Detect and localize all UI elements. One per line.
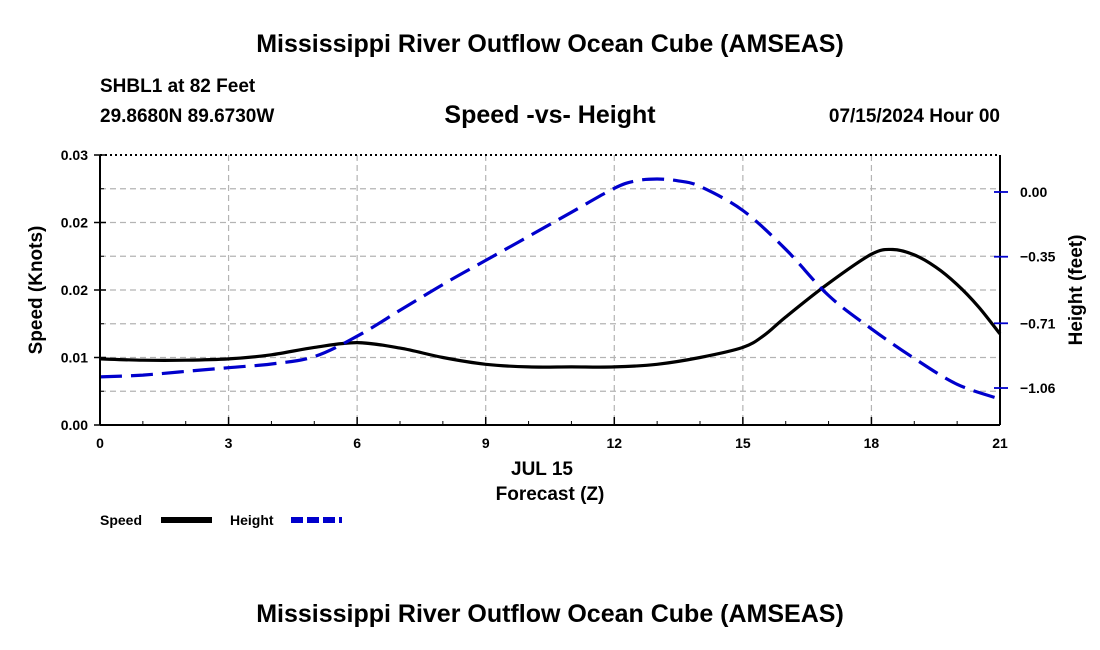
footer-title: Mississippi River Outflow Ocean Cube (AM…: [256, 600, 844, 628]
chart-title: Mississippi River Outflow Ocean Cube (AM…: [256, 30, 844, 58]
y-tick-label: 0.01: [61, 350, 88, 366]
y2-axis-title: Height (feet): [1066, 235, 1087, 346]
station-coordinates: 29.8680N 89.6730W: [100, 106, 275, 127]
forecast-datetime: 07/15/2024 Hour 00: [828, 106, 1000, 127]
x-tick-label: 9: [482, 435, 490, 451]
y-tick-label: 0.00: [61, 417, 88, 433]
x-tick-label: 0: [96, 435, 104, 451]
series-layer: [99, 177, 1002, 401]
chart-subtitle: Speed -vs- Height: [444, 101, 656, 129]
station-label: SHBL1 at 82 Feet: [100, 76, 256, 97]
x-tick-label: 15: [735, 435, 751, 451]
y2-tick-label: −0.71: [1020, 315, 1056, 331]
y-tick-label: 0.03: [61, 147, 88, 163]
y2-tick-label: −1.06: [1020, 380, 1056, 396]
y2-tick-label: −0.35: [1020, 249, 1056, 265]
series-line-height: [99, 177, 1001, 401]
axes-layer: 0 3 6 9 12 15 18 21 0.00 0.01 0.02 0.02 0.03 0.00 −0.3…: [61, 147, 1056, 451]
grid-layer: [100, 155, 1000, 425]
legend: Speed Height: [100, 512, 342, 528]
x-tick-label: 6: [353, 435, 361, 451]
x-axis-date-label: JUL 15: [511, 459, 573, 480]
speed-height-chart: 0 3 6 9 12 15 18 21 0.00 0.01 0.02 0.02 0.03 0.00 −0.3…: [26, 147, 1087, 528]
y-tick-label: 0.02: [61, 215, 88, 231]
y-axis-title: Speed (Knots): [26, 226, 47, 355]
legend-label-height: Height: [230, 512, 274, 528]
x-tick-label: 21: [992, 435, 1008, 451]
x-tick-label: 3: [225, 435, 233, 451]
series-line-speed: [99, 247, 1002, 369]
x-tick-label: 12: [606, 435, 622, 451]
legend-label-speed: Speed: [100, 512, 142, 528]
x-tick-label: 18: [864, 435, 880, 451]
x-axis-title: Forecast (Z): [496, 484, 605, 505]
y-tick-label: 0.02: [61, 282, 88, 298]
y2-tick-label: 0.00: [1020, 184, 1047, 200]
